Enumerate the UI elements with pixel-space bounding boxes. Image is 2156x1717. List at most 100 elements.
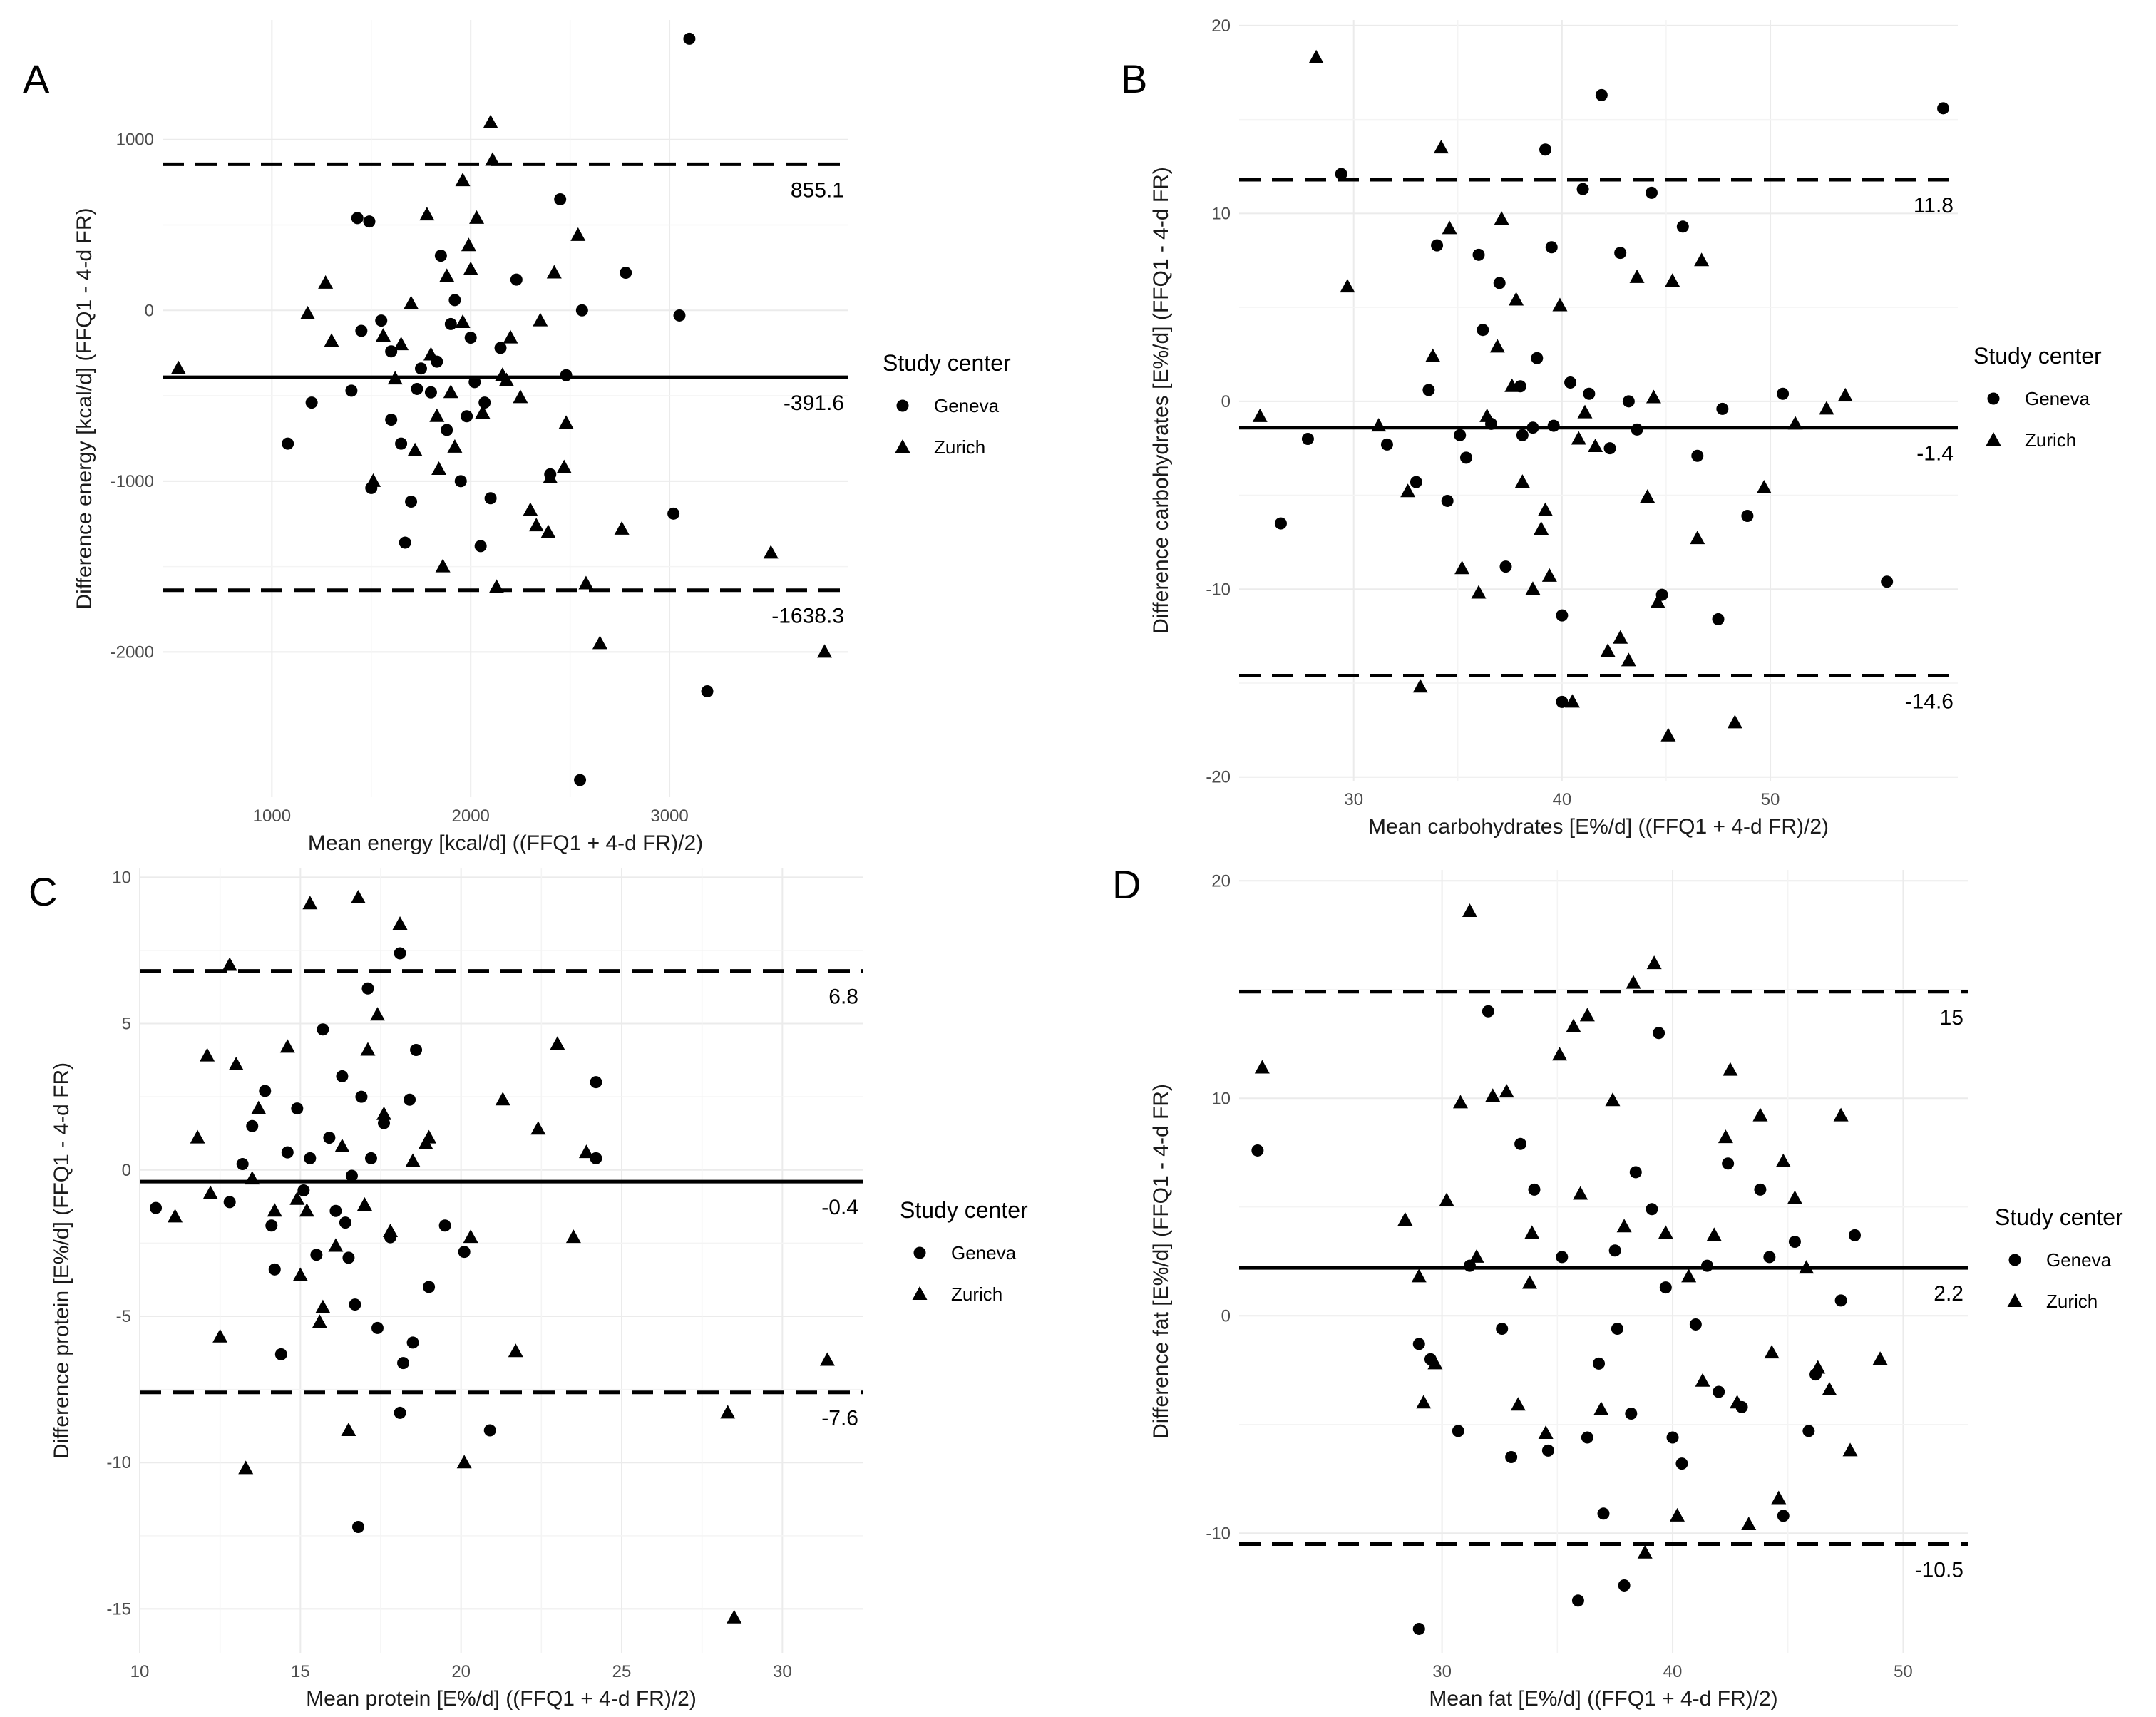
zurich-point [318,275,334,289]
geneva-point [364,1152,377,1164]
geneva-point [1849,1229,1862,1241]
y-tick-label: -10 [1206,1524,1231,1543]
zurich-point [1690,531,1705,545]
geneva-point [282,437,294,450]
zurich-point [356,1197,372,1211]
legend-zurich-marker [912,1286,928,1300]
zurich-point [1534,521,1549,535]
zurich-point [558,415,574,429]
geneva-point [336,1070,349,1082]
zurich-point [1694,252,1710,267]
y-tick-label: -15 [106,1599,131,1619]
geneva-point [1477,324,1489,337]
zurich-point [419,207,435,221]
zurich-point [1799,1260,1814,1274]
legend: Study center Geneva Zurich [1973,343,2102,451]
zurich-point [1433,140,1449,154]
geneva-point [1611,1323,1623,1336]
geneva-point [1595,88,1608,101]
zurich-point [404,295,419,309]
zurich-point [1727,714,1742,729]
geneva-point [448,294,461,307]
y-tick-label: -5 [116,1307,131,1326]
legend-zurich-marker [895,439,910,453]
zurich-point [222,957,237,971]
zurich-point [431,461,447,476]
legend-zurich-label: Zurich [934,436,985,458]
zurich-point [1566,1018,1581,1032]
geneva-point [1593,1357,1606,1370]
legend: Study center Geneva Zurich [883,350,1011,458]
y-tick-label: -10 [106,1453,131,1472]
legend-geneva-marker [1987,392,2000,405]
panel-b: 30 40 50 -20 -10 0 10 20 Mean carbohydrates [E%/… [1121,16,2102,839]
zurich-point [170,360,186,374]
geneva-point [575,304,588,317]
geneva-point [1526,421,1539,434]
geneva-point [423,1281,436,1293]
panel-c: 10 15 20 25 30 -15 -10 -5 0 5 10 Mean protein [E%/d… [29,868,1028,1711]
geneva-point [349,1298,361,1311]
zurich-point [556,459,572,473]
legend-zurich-label: Zurich [2046,1291,2098,1312]
upper-limit-label: 11.8 [1914,194,1954,217]
geneva-point [1763,1251,1776,1264]
zurich-point [1538,1425,1554,1439]
zurich-point [485,152,500,166]
zurich-point [392,916,408,930]
zurich-point [1485,1088,1501,1102]
upper-limit-label: 855.1 [791,178,844,202]
geneva-point [1716,402,1729,415]
zurich-point [1593,1401,1609,1415]
y-tick-label: 10 [112,868,131,887]
zurich-point [1681,1268,1697,1283]
y-tick-label: -20 [1206,768,1231,787]
legend-geneva-marker [913,1246,926,1259]
x-tick-label: 50 [1894,1662,1913,1681]
geneva-point [1676,220,1689,233]
zurich-point [1509,292,1524,306]
zurich-point [1522,1275,1538,1289]
zurich-point [1695,1373,1710,1387]
geneva-point [1496,1323,1509,1336]
legend-zurich-marker [2007,1293,2023,1307]
zurich-point [1730,1395,1745,1409]
geneva-point [351,212,364,225]
x-tick-label: 3000 [650,806,688,826]
zurich-point [302,896,318,910]
geneva-point [510,273,523,286]
legend-zurich-label: Zurich [951,1283,1002,1305]
geneva-point [1646,186,1658,199]
geneva-point [345,1169,358,1182]
geneva-point [1788,1236,1801,1249]
geneva-point [620,267,632,280]
zurich-point [300,306,316,320]
geneva-point [494,342,507,354]
geneva-point [1675,1457,1688,1470]
x-tick-label: 30 [1344,790,1363,809]
x-tick-label: 2000 [452,806,490,826]
geneva-point [339,1216,351,1229]
zurich-point [1621,652,1636,667]
y-tick-label: 5 [122,1015,131,1034]
geneva-point [317,1023,329,1036]
geneva-point [1274,517,1287,530]
geneva-point [1459,451,1472,464]
zurich-point [1640,489,1655,503]
zurich-point [1833,1107,1849,1122]
x-tick-label: 25 [612,1662,632,1681]
geneva-point [454,475,467,488]
legend-zurich-marker [1986,432,2001,446]
geneva-point [478,396,491,409]
zurich-point [1452,1095,1468,1109]
x-axis-label: Mean protein [E%/d] ((FFQ1 + 4-d FR)/2) [306,1687,697,1711]
legend-title: Study center [883,350,1011,376]
y-tick-label: 0 [122,1161,131,1180]
geneva-point [1412,1338,1425,1350]
geneva-point [304,1152,317,1164]
geneva-point [1581,1431,1593,1444]
geneva-point [1576,183,1589,195]
x-axis-label: Mean carbohydrates [E%/d] ((FFQ1 + 4-d F… [1368,815,1829,839]
zurich-point [1706,1227,1722,1241]
